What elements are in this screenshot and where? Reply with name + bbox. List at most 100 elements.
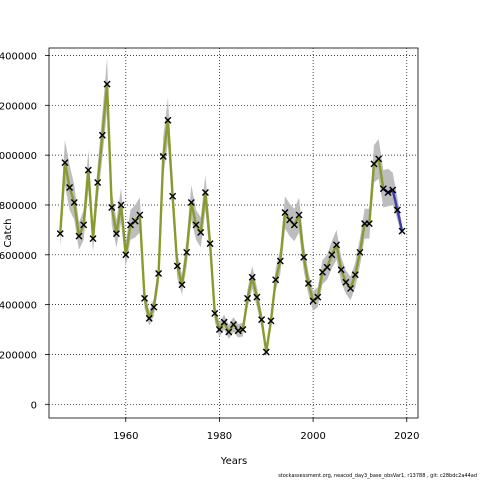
- marker-stroke: [225, 328, 233, 336]
- data-point-marker: [173, 262, 181, 270]
- x-axis-title: Years: [220, 456, 247, 467]
- marker-stroke: [314, 293, 322, 301]
- marker-stroke: [337, 266, 345, 274]
- marker-stroke: [375, 155, 383, 163]
- x-tick-label: 2020: [394, 431, 419, 442]
- marker-stroke: [239, 326, 247, 334]
- data-point-marker: [112, 230, 120, 238]
- marker-stroke: [94, 179, 102, 187]
- y-tick-label: 800000: [0, 201, 37, 212]
- marker-stroke: [197, 228, 205, 236]
- data-point-marker: [94, 179, 102, 187]
- data-point-marker: [84, 166, 92, 174]
- plot-frame: [48, 47, 419, 419]
- data-point-marker: [230, 321, 237, 329]
- data-point-marker: [323, 263, 331, 271]
- marker-stroke: [286, 216, 294, 224]
- marker-stroke: [267, 317, 275, 325]
- data-point-marker: [122, 251, 130, 259]
- data-point-marker: [145, 314, 153, 322]
- y-axis-ticks: 0 200000 400000 600000 800000 1000000 1200000 1…: [0, 51, 49, 411]
- footer-caption: stockassessment.org, neacod_day3_base_ob…: [278, 473, 477, 479]
- marker-stroke: [183, 248, 191, 256]
- y-tick-label: 1400000: [0, 51, 37, 62]
- marker-stroke: [75, 232, 83, 240]
- marker-stroke: [351, 271, 359, 279]
- data-point-marker: [375, 155, 383, 163]
- data-point-marker: [187, 198, 195, 206]
- data-point-marker: [225, 328, 233, 336]
- marker-stroke: [89, 235, 97, 243]
- marker-stroke: [201, 189, 209, 197]
- data-point-marker: [281, 208, 289, 216]
- data-point-marker: [70, 198, 78, 206]
- marker-stroke: [215, 326, 223, 334]
- data-point-marker: [98, 131, 106, 139]
- data-point-marker: [80, 221, 88, 229]
- data-point-marker: [75, 232, 83, 240]
- data-point-marker: [178, 281, 186, 289]
- data-point-marker: [192, 221, 200, 229]
- marker-stroke: [323, 263, 331, 271]
- y-tick-label: 200000: [0, 350, 37, 361]
- data-point-marker: [276, 257, 284, 265]
- y-tick-label: 1200000: [0, 101, 37, 112]
- marker-stroke: [122, 251, 130, 259]
- marker-stroke: [169, 192, 177, 200]
- marker-stroke: [211, 309, 219, 317]
- data-point-marker: [56, 230, 64, 238]
- marker-stroke: [290, 221, 298, 229]
- marker-stroke: [131, 217, 139, 225]
- data-point-marker: [239, 326, 247, 334]
- marker-stroke: [276, 257, 284, 265]
- data-point-marker: [393, 206, 401, 214]
- data-point-marker: [215, 326, 223, 334]
- marker-stroke: [393, 206, 401, 214]
- series-line-main: [59, 82, 385, 354]
- x-tick-label: 1980: [207, 431, 232, 442]
- marker-stroke: [80, 221, 88, 229]
- data-point-marker: [300, 253, 308, 261]
- data-point-marker: [103, 80, 111, 88]
- data-point-marker: [248, 273, 256, 281]
- marker-stroke: [272, 276, 280, 284]
- marker-stroke: [258, 316, 266, 324]
- data-point-marker: [290, 221, 298, 229]
- marker-stroke: [56, 230, 64, 238]
- data-point-marker: [131, 217, 139, 225]
- data-point-marker: [141, 294, 149, 302]
- marker-stroke: [365, 220, 373, 228]
- marker-stroke: [253, 293, 261, 301]
- data-point-marker: [333, 241, 341, 249]
- marker-stroke: [145, 314, 153, 322]
- data-point-marker: [159, 152, 167, 160]
- marker-stroke: [159, 152, 167, 160]
- marker-stroke: [304, 279, 312, 287]
- marker-stroke: [206, 240, 214, 248]
- marker-stroke: [262, 348, 270, 356]
- data-point-marker: [244, 294, 252, 302]
- data-point-marker: [337, 266, 345, 274]
- data-point-marker: [136, 211, 144, 219]
- data-point-marker: [272, 276, 280, 284]
- marker-stroke: [248, 273, 256, 281]
- marker-stroke: [389, 186, 397, 194]
- data-point-marker: [117, 201, 125, 209]
- data-point-marker: [347, 284, 355, 292]
- data-point-marker: [164, 116, 172, 124]
- marker-stroke: [155, 269, 163, 277]
- data-point-marker: [169, 192, 177, 200]
- marker-stroke: [108, 203, 116, 211]
- marker-stroke: [61, 159, 69, 167]
- y-tick-label: 400000: [0, 301, 37, 312]
- data-point-marker: [351, 271, 359, 279]
- data-point-marker: [253, 293, 261, 301]
- data-point-marker: [262, 348, 270, 356]
- marker-stroke: [136, 211, 144, 219]
- data-point-marker: [201, 189, 209, 197]
- data-point-marker: [328, 251, 336, 259]
- marker-stroke: [230, 321, 237, 329]
- data-points: [56, 80, 406, 356]
- data-point-marker: [206, 240, 214, 248]
- marker-stroke: [333, 241, 341, 249]
